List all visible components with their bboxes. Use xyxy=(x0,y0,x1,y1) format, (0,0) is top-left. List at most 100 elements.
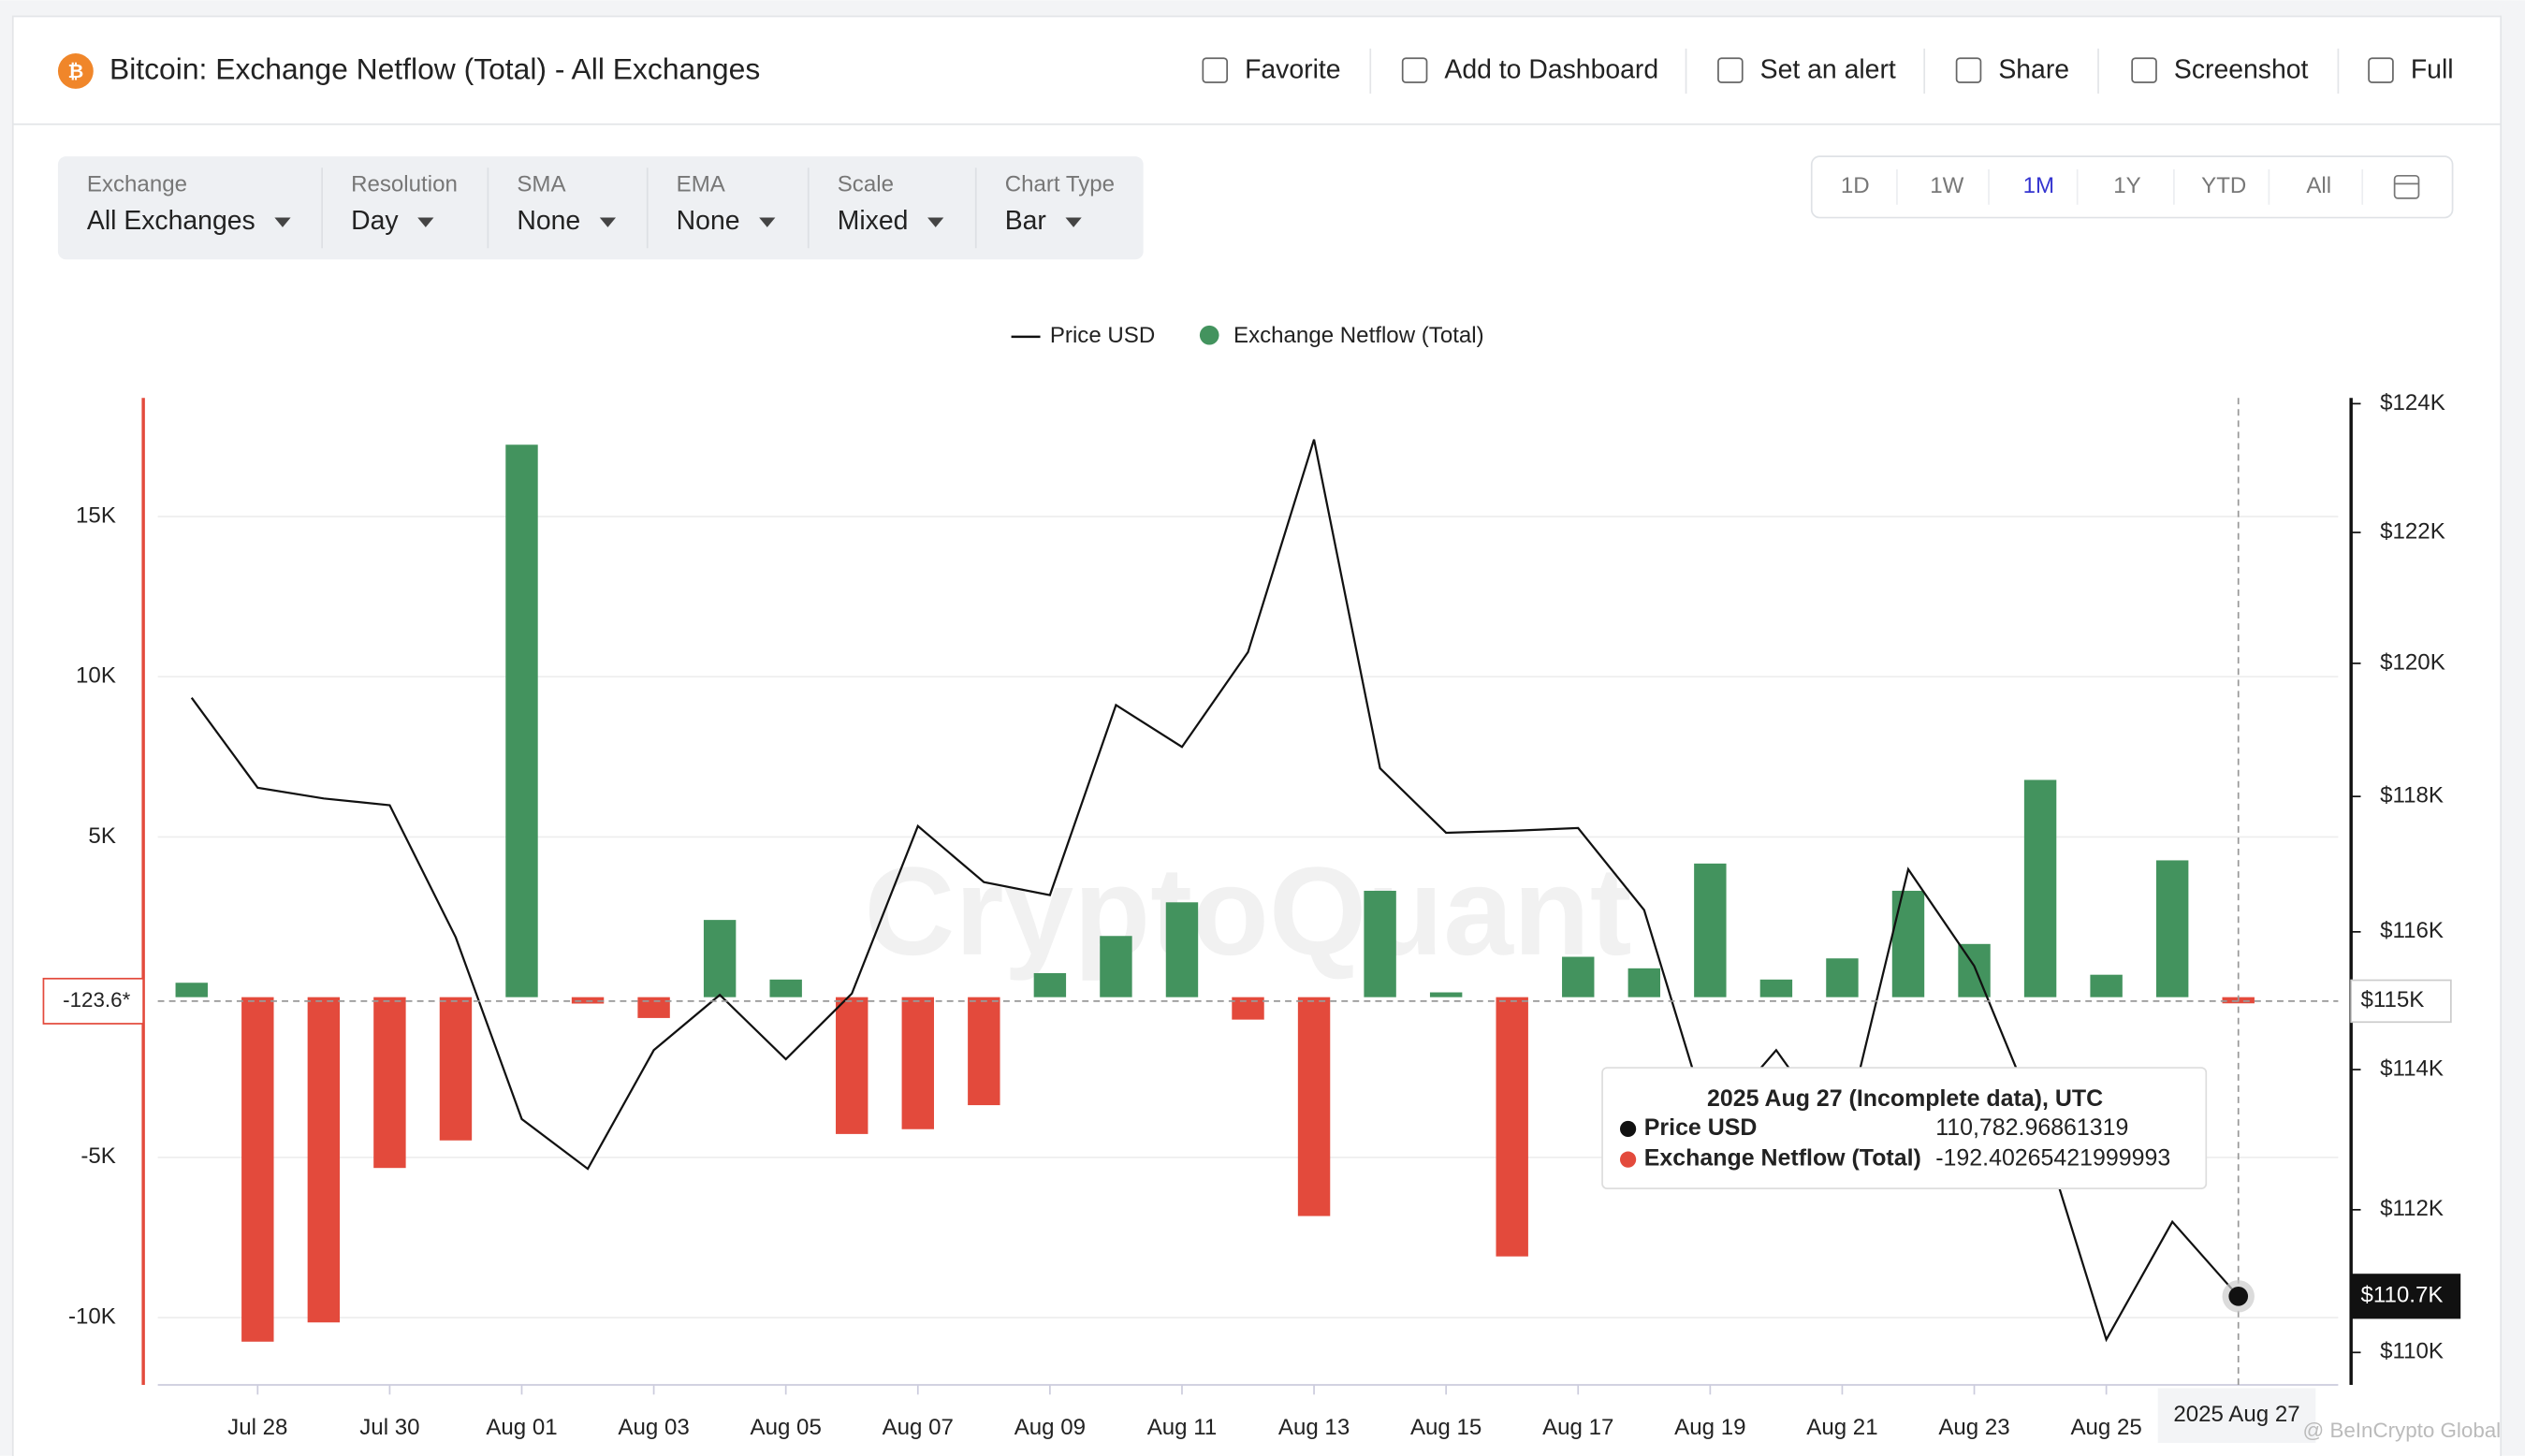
tooltip: 2025 Aug 27 (Incomplete data), UTCPrice … xyxy=(1601,1067,2208,1189)
bar xyxy=(373,997,406,1169)
filter-value: Day xyxy=(351,206,399,236)
range-option[interactable]: 1M xyxy=(2023,173,2054,198)
filter-label: SMA xyxy=(517,171,566,197)
filter-dropdown[interactable]: EMA None xyxy=(677,171,776,236)
action-icon xyxy=(1955,57,1982,83)
action-button[interactable]: Share xyxy=(1955,54,2069,84)
bar xyxy=(703,920,737,997)
bar xyxy=(1891,890,1925,997)
y2-tick-label: $110K xyxy=(2380,1339,2444,1364)
price-label: $110.7K xyxy=(2360,1283,2443,1308)
legend: Price USD Exchange Netflow (Total) xyxy=(1011,323,1484,348)
bar xyxy=(1759,979,1793,997)
bar xyxy=(2023,779,2057,997)
x-tick-label: Aug 11 xyxy=(1147,1415,1218,1440)
bar xyxy=(1165,902,1199,997)
filter-value: Mixed xyxy=(838,206,909,236)
range-option[interactable]: 1Y xyxy=(2113,173,2140,198)
hover-dot xyxy=(2228,1286,2249,1306)
action-label: Full xyxy=(2411,54,2454,84)
tooltip-dot xyxy=(1619,1120,1637,1138)
x-tick-label: Aug 19 xyxy=(1674,1415,1745,1440)
action-button[interactable]: Add to Dashboard xyxy=(1401,54,1658,84)
x-tick-label: Aug 03 xyxy=(618,1415,689,1440)
action-icon xyxy=(1401,57,1428,83)
filter-dropdown[interactable]: Scale Mixed xyxy=(838,171,944,236)
bar xyxy=(1033,972,1067,997)
filter-bar xyxy=(57,156,1144,260)
action-button[interactable]: Full xyxy=(2368,54,2454,84)
filter-value: Bar xyxy=(1005,206,1046,236)
bar xyxy=(1826,958,1859,997)
bar xyxy=(1627,968,1661,997)
dropdown-caret xyxy=(417,217,434,227)
x-tick-label: Aug 23 xyxy=(1938,1415,2009,1440)
filter-dropdown[interactable]: Chart Type Bar xyxy=(1005,171,1115,236)
action-icon xyxy=(2131,57,2157,83)
bar xyxy=(1694,863,1727,997)
action-button[interactable]: Favorite xyxy=(1202,54,1341,84)
page-title: Bitcoin: Exchange Netflow (Total) - All … xyxy=(109,51,760,85)
legend-label: Price USD xyxy=(1050,323,1155,348)
bar xyxy=(1496,997,1528,1257)
action-label: Share xyxy=(1998,54,2069,84)
credit: @ BeInCrypto Global xyxy=(2303,1419,2502,1442)
dropdown-caret xyxy=(599,217,617,227)
price-box xyxy=(2351,1274,2461,1319)
action-button[interactable]: Screenshot xyxy=(2131,54,2309,84)
crosshair-y-label: -123.6* xyxy=(63,988,130,1012)
bar xyxy=(1232,997,1264,1020)
y2-tick-label: $112K xyxy=(2380,1196,2444,1221)
bar xyxy=(2090,974,2123,997)
bar xyxy=(505,444,538,997)
action-label: Add to Dashboard xyxy=(1444,54,1658,84)
tooltip-title: 2025 Aug 27 (Incomplete data), UTC xyxy=(1707,1085,2103,1112)
crosshair-y2-box xyxy=(2350,979,2452,1024)
filter-label: EMA xyxy=(677,171,726,197)
y2-tick-label: $122K xyxy=(2380,518,2445,544)
range-option[interactable]: 1W xyxy=(1930,173,1963,198)
y-tick-label: 15K xyxy=(76,502,116,528)
tooltip-name: Price USD xyxy=(1644,1114,1758,1141)
action-icon xyxy=(1717,57,1744,83)
filter-dropdown[interactable]: Exchange All Exchanges xyxy=(87,171,291,236)
filter-dropdown[interactable]: Resolution Day xyxy=(351,171,458,236)
x-tick-label: Jul 28 xyxy=(227,1415,287,1440)
filter-label: Scale xyxy=(838,171,894,197)
action-button[interactable]: Set an alert xyxy=(1717,54,1896,84)
bitcoin-icon xyxy=(57,53,94,89)
calendar-icon[interactable] xyxy=(2393,174,2420,199)
filter-dropdown[interactable]: SMA None xyxy=(517,171,617,236)
x-tick-label: Aug 25 xyxy=(2070,1415,2141,1440)
action-icon xyxy=(2368,57,2394,83)
bar xyxy=(769,979,802,997)
action-label: Set an alert xyxy=(1760,54,1896,84)
bar xyxy=(307,997,341,1323)
crosshair-y-box xyxy=(42,977,144,1025)
range-option[interactable]: YTD xyxy=(2201,173,2246,198)
x-tick-label: Aug 09 xyxy=(1014,1415,1086,1440)
tooltip-value: 110,782.96861319 xyxy=(1935,1114,2128,1141)
filter-value: All Exchanges xyxy=(87,206,255,236)
bar xyxy=(1562,956,1595,997)
y-tick-label: 5K xyxy=(88,823,115,849)
x-tick-label: Aug 15 xyxy=(1410,1415,1481,1440)
y2-tick-label: $114K xyxy=(2380,1056,2444,1081)
crosshair-y2-label: $115K xyxy=(2360,987,2424,1012)
x-tick-label: Jul 30 xyxy=(359,1415,419,1440)
y2-tick-label: $118K xyxy=(2380,783,2444,808)
filters: Exchange All Exchanges Resolution Day SMA Non… xyxy=(87,167,1115,249)
bar xyxy=(175,983,208,997)
x-tick-label: Aug 05 xyxy=(751,1415,822,1440)
x-tick-label: Aug 01 xyxy=(486,1415,557,1440)
x-tick-label: Aug 17 xyxy=(1542,1415,1613,1440)
range-option[interactable]: All xyxy=(2306,173,2331,198)
range-option[interactable]: 1D xyxy=(1841,173,1870,198)
bar xyxy=(637,997,670,1018)
bar xyxy=(439,997,473,1141)
bar xyxy=(1297,997,1331,1216)
chart: CryptoQuant -10K -5K 5K 10K 15K $110K $112K $114… xyxy=(42,323,2502,1443)
bar xyxy=(1429,992,1463,997)
